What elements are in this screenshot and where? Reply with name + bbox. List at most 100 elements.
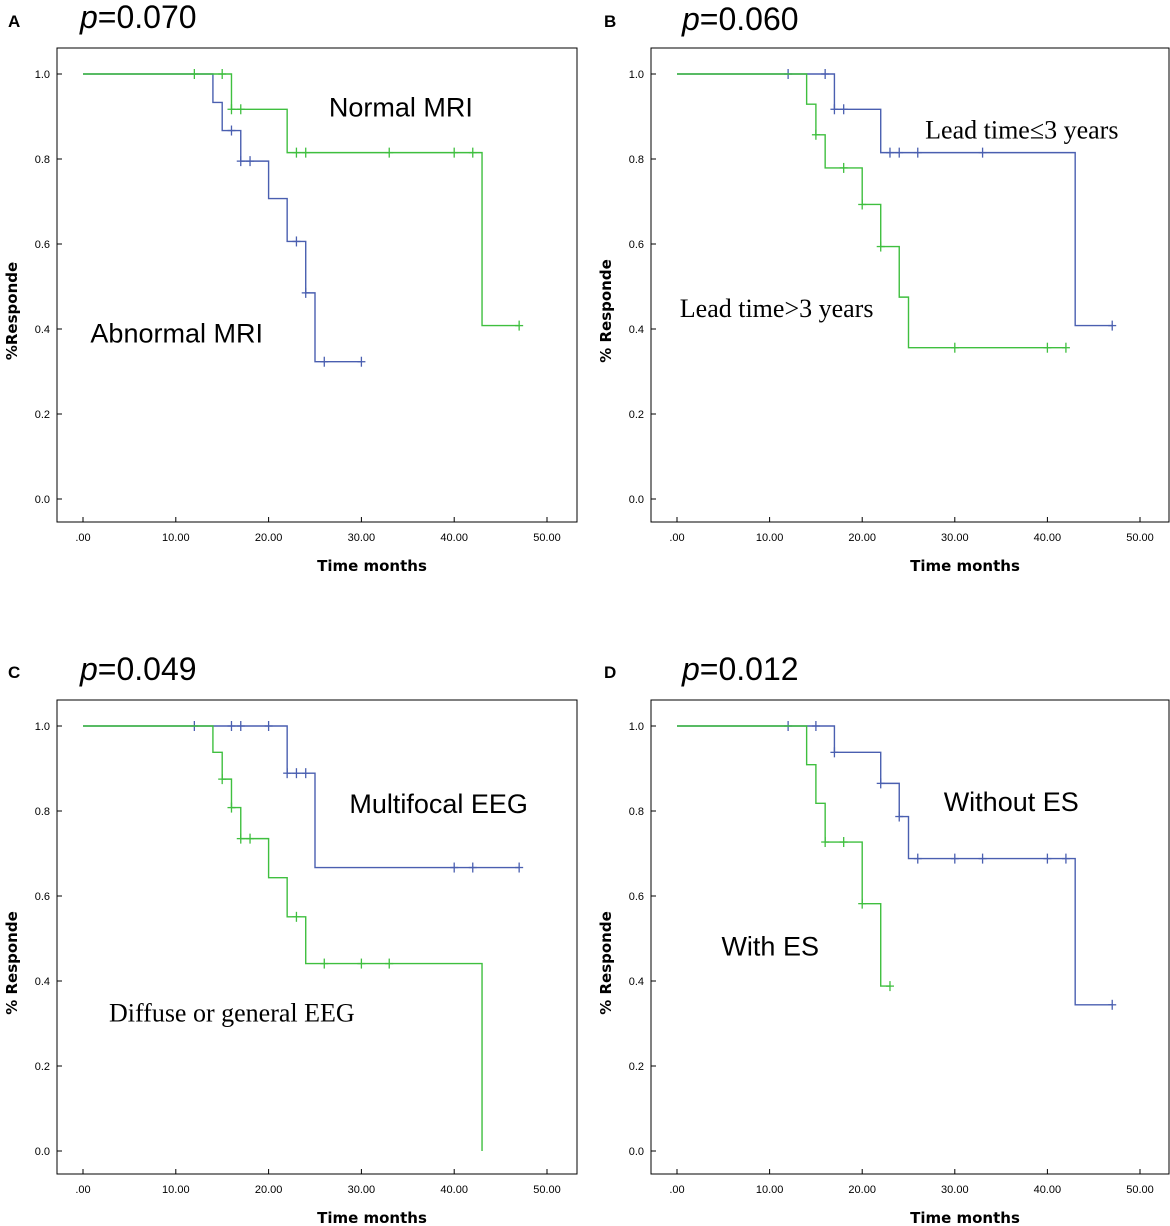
censor-mark bbox=[264, 721, 273, 731]
y-tick-label: 0.8 bbox=[629, 154, 644, 166]
censor-mark bbox=[283, 768, 292, 779]
y-axis-title: %Responde bbox=[3, 262, 21, 360]
y-tick-label: 0.8 bbox=[35, 806, 50, 818]
panel-letter: C bbox=[8, 663, 20, 682]
panel-letter: A bbox=[8, 12, 20, 31]
x-tick-label: 40.00 bbox=[440, 532, 468, 544]
series-annotation: Abnormal MRI bbox=[90, 319, 263, 349]
censor-mark bbox=[468, 147, 477, 158]
plot-frame bbox=[650, 699, 1170, 1175]
censor-mark bbox=[385, 958, 394, 969]
y-tick-label: 0.4 bbox=[35, 976, 50, 988]
y-tick-label: 0.2 bbox=[35, 409, 50, 421]
survival-curve-2 bbox=[677, 73, 1066, 349]
y-tick-label: 0.0 bbox=[35, 1146, 50, 1158]
x-tick-label: 10.00 bbox=[162, 532, 190, 544]
x-axis-title: Time months bbox=[317, 1209, 427, 1226]
x-axis-title: Time months bbox=[910, 1209, 1020, 1226]
censor-mark bbox=[811, 129, 820, 140]
y-tick-label: 0.2 bbox=[629, 1061, 644, 1073]
x-tick-label: 20.00 bbox=[848, 1184, 876, 1196]
x-axis-title: Time months bbox=[317, 557, 427, 575]
censor-mark bbox=[468, 862, 477, 873]
censor-mark bbox=[515, 862, 524, 873]
censor-mark bbox=[385, 147, 394, 158]
survival-curve-1 bbox=[677, 725, 1113, 1006]
censor-mark bbox=[301, 768, 310, 779]
survival-curve-2 bbox=[677, 725, 890, 987]
censor-mark bbox=[227, 802, 236, 813]
censor-mark bbox=[320, 958, 329, 969]
y-tick-label: 0.2 bbox=[35, 1061, 50, 1073]
censor-mark bbox=[246, 833, 255, 844]
x-tick-label: 10.00 bbox=[756, 532, 784, 544]
p-value: =0.012 bbox=[700, 651, 799, 687]
x-tick-label: 20.00 bbox=[255, 532, 283, 544]
censor-mark bbox=[978, 853, 987, 864]
series-annotation: Normal MRI bbox=[329, 93, 473, 123]
censor-mark bbox=[876, 778, 885, 789]
censor-mark bbox=[895, 147, 904, 158]
panel-letter: D bbox=[604, 663, 616, 682]
censor-mark bbox=[450, 862, 459, 873]
series-annotation: Multifocal EEG bbox=[349, 789, 528, 819]
censor-mark bbox=[227, 125, 236, 136]
censor-mark bbox=[913, 147, 922, 158]
p-value-label: p=0.070 bbox=[79, 0, 197, 35]
y-tick-label: 0.4 bbox=[35, 324, 50, 336]
censor-mark bbox=[320, 356, 329, 367]
plot-frame bbox=[650, 47, 1170, 523]
censor-mark bbox=[858, 898, 867, 909]
censor-mark bbox=[839, 104, 848, 115]
censor-mark bbox=[357, 356, 366, 367]
p-value: =0.060 bbox=[700, 1, 799, 37]
y-tick-label: 0.0 bbox=[35, 494, 50, 506]
y-tick-label: 0.4 bbox=[629, 976, 644, 988]
censor-mark bbox=[885, 981, 894, 992]
censor-mark bbox=[218, 774, 227, 785]
censor-mark bbox=[839, 162, 848, 173]
x-tick-label: 40.00 bbox=[1034, 532, 1062, 544]
censor-mark bbox=[236, 156, 245, 167]
y-tick-label: 0.6 bbox=[629, 891, 644, 903]
y-axis-title: % Responde bbox=[597, 259, 615, 363]
censor-mark bbox=[1043, 853, 1052, 864]
x-tick-label: 40.00 bbox=[1034, 1184, 1062, 1196]
survival-curve-1 bbox=[677, 73, 1113, 327]
censor-mark bbox=[1108, 320, 1117, 331]
survival-curve-1 bbox=[83, 725, 520, 869]
censor-mark bbox=[357, 958, 366, 969]
censor-mark bbox=[1108, 999, 1117, 1010]
censor-mark bbox=[236, 104, 245, 115]
y-tick-label: 1.0 bbox=[35, 721, 50, 733]
censor-mark bbox=[858, 199, 867, 210]
censor-mark bbox=[821, 837, 830, 848]
y-axis-title: % Responde bbox=[3, 911, 21, 1015]
y-axis-title: % Responde bbox=[597, 911, 615, 1015]
censor-mark bbox=[1061, 342, 1070, 353]
plot-frame bbox=[56, 699, 578, 1175]
censor-mark bbox=[292, 911, 301, 922]
censor-mark bbox=[218, 69, 227, 79]
y-tick-label: 1.0 bbox=[35, 69, 50, 81]
series-annotation: With ES bbox=[721, 932, 819, 962]
y-tick-label: 0.8 bbox=[629, 806, 644, 818]
p-value: =0.070 bbox=[98, 0, 197, 35]
censor-mark bbox=[978, 147, 987, 158]
y-tick-label: 0.8 bbox=[35, 154, 50, 166]
censor-mark bbox=[1043, 342, 1052, 353]
censor-mark bbox=[227, 104, 236, 115]
p-value-label: p=0.012 bbox=[681, 651, 799, 687]
y-tick-label: 0.2 bbox=[629, 409, 644, 421]
series-annotation: Lead time>3 years bbox=[680, 294, 874, 323]
survival-curve-2 bbox=[83, 73, 520, 327]
p-symbol: p bbox=[79, 651, 98, 687]
x-tick-label: .00 bbox=[669, 532, 684, 544]
x-tick-label: 20.00 bbox=[848, 532, 876, 544]
p-value-label: p=0.049 bbox=[79, 651, 197, 687]
censor-mark bbox=[236, 833, 245, 844]
